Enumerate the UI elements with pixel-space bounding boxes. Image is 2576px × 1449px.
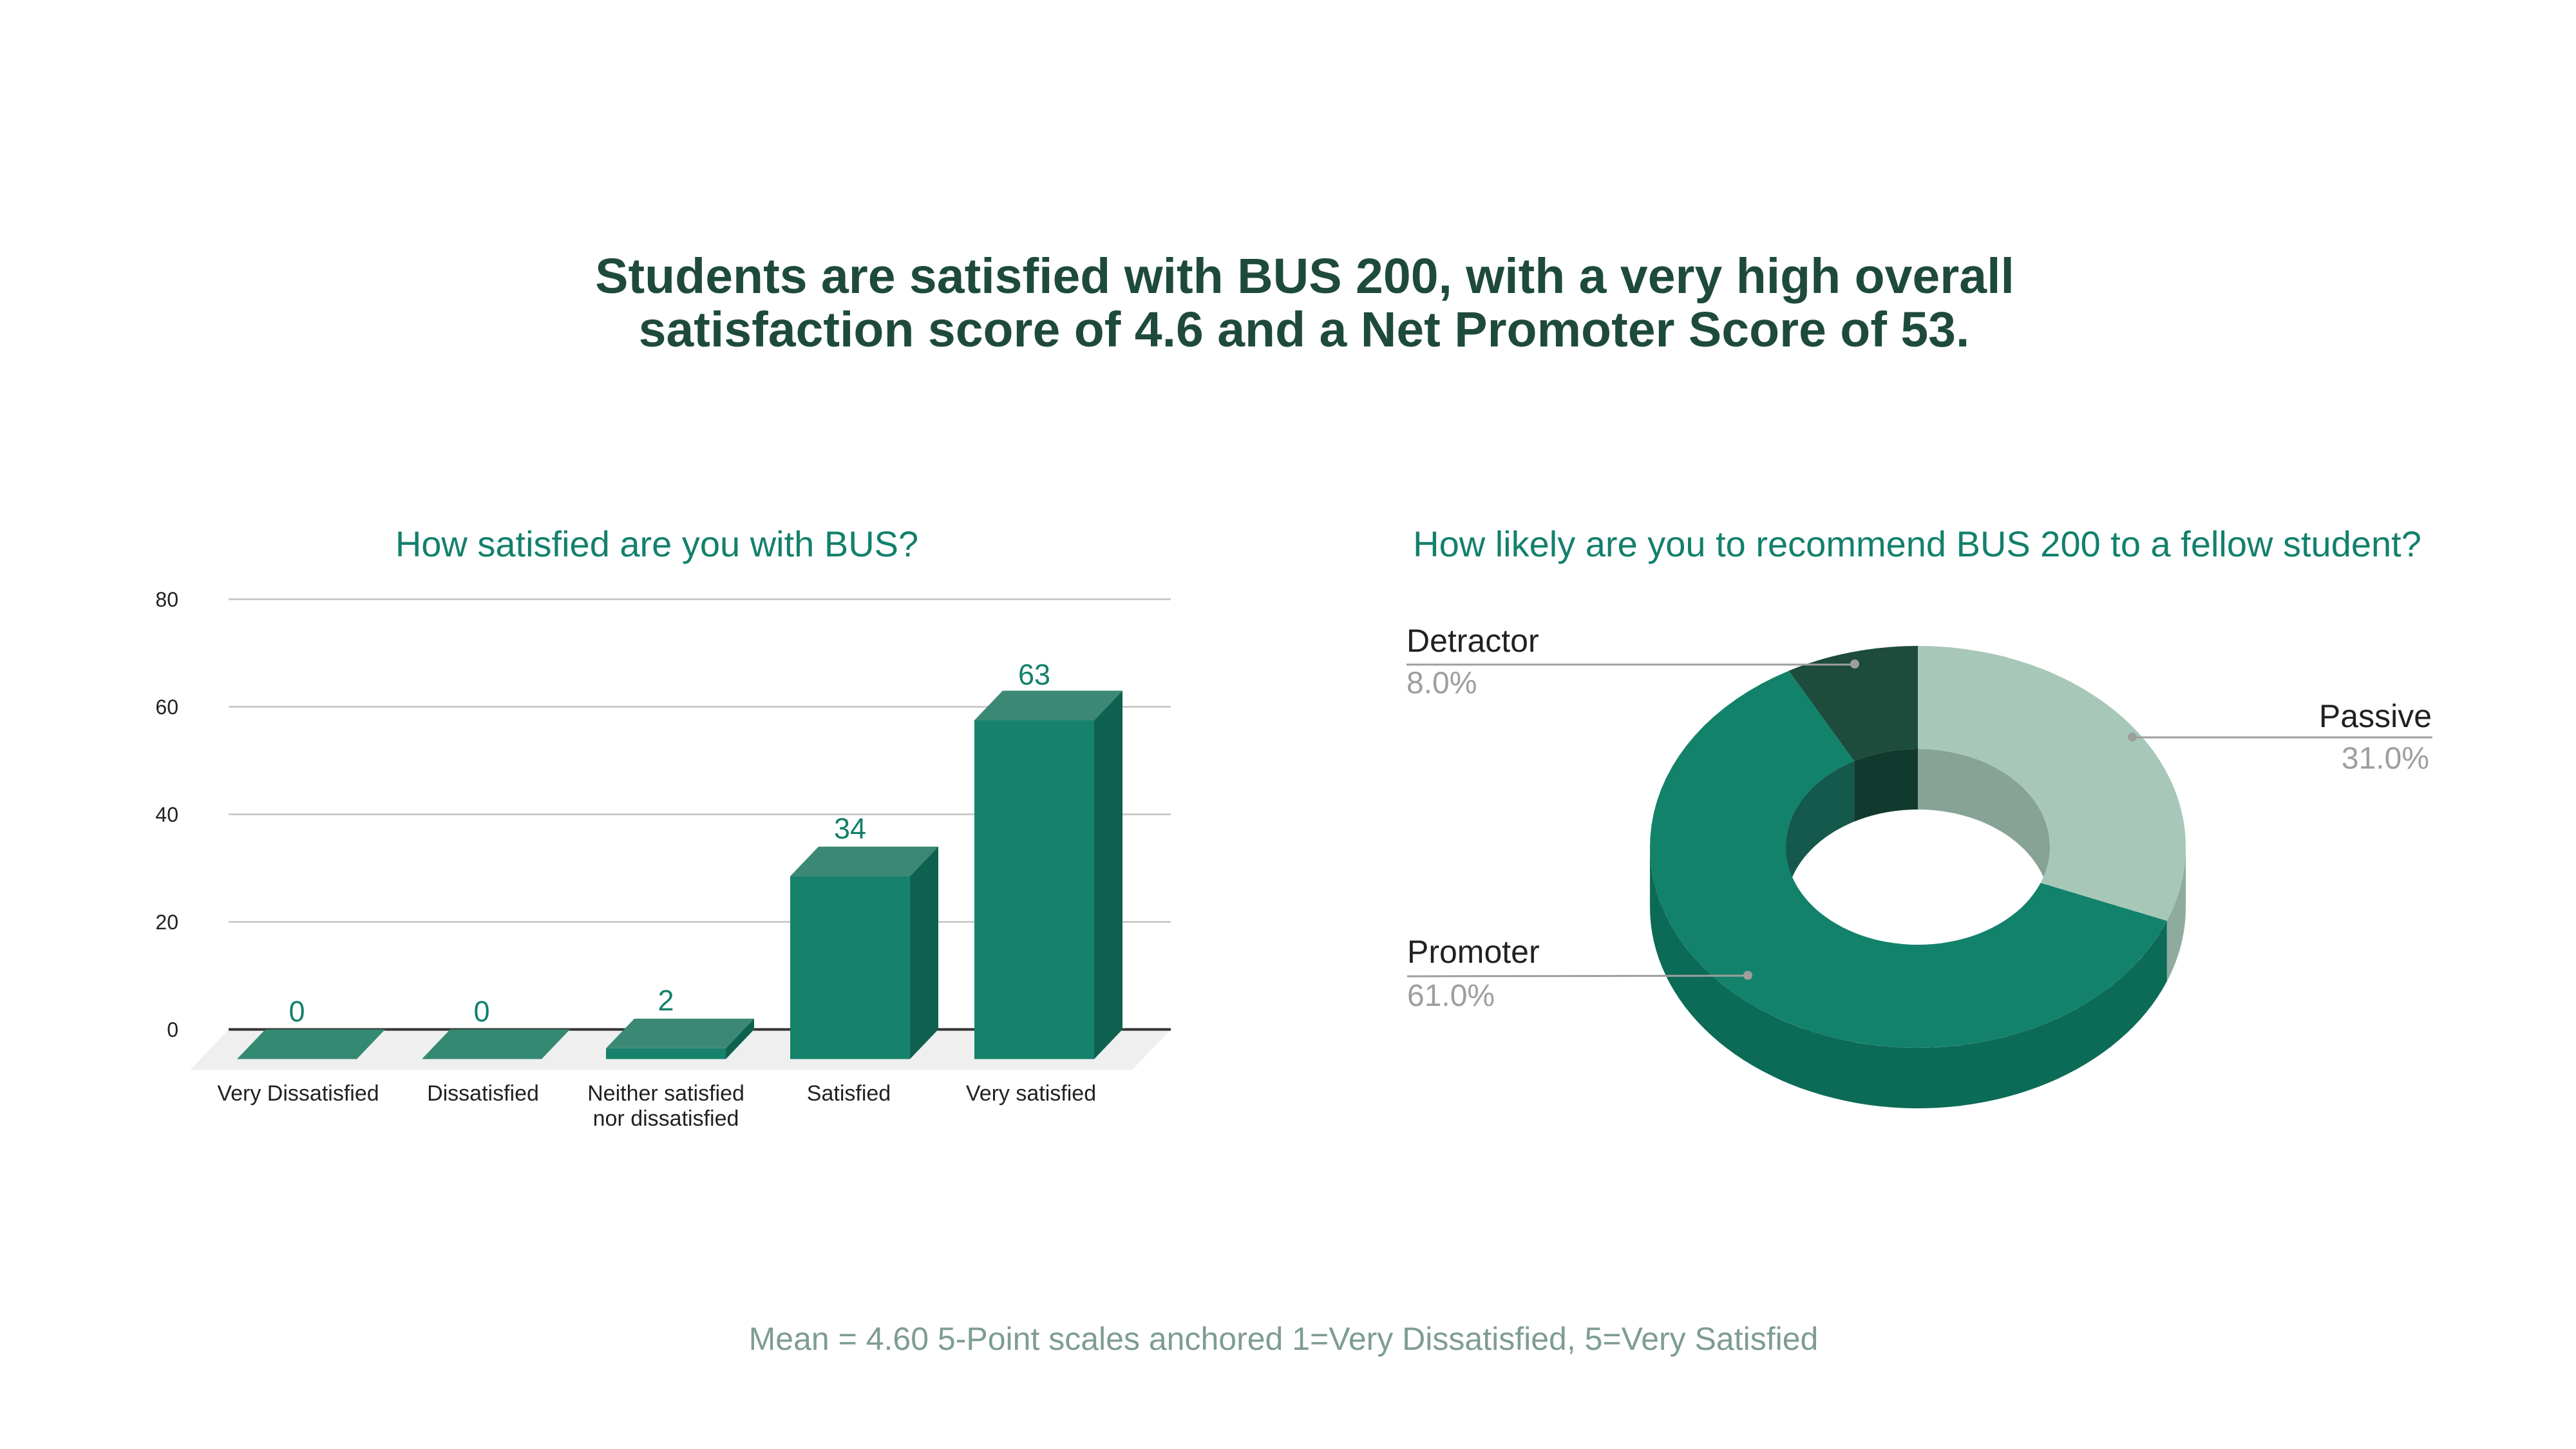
svg-text:nor dissatisfied: nor dissatisfied [593,1106,739,1131]
svg-text:Passive: Passive [2319,698,2432,734]
svg-text:Very satisfied: Very satisfied [966,1081,1096,1106]
svg-text:2: 2 [658,984,674,1017]
svg-text:Dissatisfied: Dissatisfied [427,1081,539,1106]
svg-text:How satisfied are you with BUS: How satisfied are you with BUS? [395,524,918,564]
svg-text:How likely are you to recommen: How likely are you to recommend BUS 200 … [1413,524,2421,564]
svg-text:0: 0 [473,995,489,1028]
svg-text:40: 40 [155,803,178,826]
svg-text:61.0%: 61.0% [1407,979,1495,1013]
svg-text:80: 80 [155,588,178,611]
svg-text:8.0%: 8.0% [1406,667,1477,701]
svg-text:0: 0 [289,995,305,1028]
svg-text:Neither satisfied: Neither satisfied [587,1081,744,1106]
svg-text:63: 63 [1018,658,1050,691]
svg-text:34: 34 [834,812,866,845]
svg-text:31.0%: 31.0% [2342,742,2429,776]
svg-text:Promoter: Promoter [1407,934,1540,970]
svg-text:Detractor: Detractor [1406,623,1539,659]
svg-text:Satisfied: Satisfied [807,1081,891,1106]
svg-text:Mean = 4.60 5-Point scales anc: Mean = 4.60 5-Point scales anchored 1=Ve… [749,1321,1819,1357]
svg-text:satisfaction score of 4.6 and: satisfaction score of 4.6 and a Net Prom… [639,302,1970,357]
svg-text:20: 20 [155,911,178,934]
svg-text:Students are satisfied with BU: Students are satisfied with BUS 200, wit… [595,249,2014,304]
svg-text:0: 0 [167,1018,178,1041]
svg-text:Very Dissatisfied: Very Dissatisfied [217,1081,379,1106]
svg-text:60: 60 [155,696,178,719]
